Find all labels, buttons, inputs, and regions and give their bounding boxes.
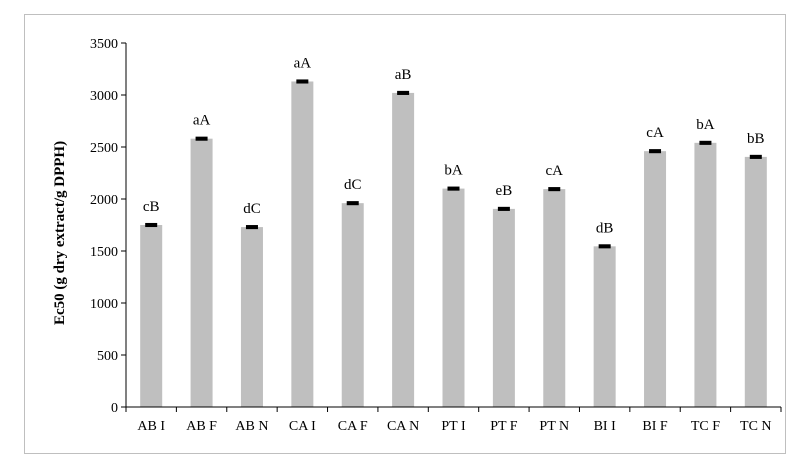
y-tick-label: 3000	[90, 89, 118, 104]
bar-chart: 0 500 1000 1500 2000 2500 3000 3500 cB aA dC aA dC a…	[52, 37, 782, 434]
bar	[291, 81, 314, 407]
bars: cB aA dC aA dC aB bA eB cA dB cA bA bB	[140, 55, 767, 408]
bar	[543, 189, 566, 407]
x-tick-label: CA N	[387, 419, 419, 434]
y-tick-label: 0	[111, 401, 118, 416]
data-label: cA	[646, 125, 664, 141]
bar	[644, 151, 667, 407]
y-axis-title: Ec50 (g dry extract/g DPPH)	[52, 141, 68, 325]
error-bar	[195, 136, 208, 141]
data-label: dC	[344, 177, 362, 193]
error-bar	[699, 140, 712, 145]
data-label: dB	[596, 220, 614, 236]
bar	[240, 227, 263, 407]
bar	[442, 188, 465, 407]
axes	[125, 43, 782, 412]
y-tick-label: 1500	[90, 245, 118, 260]
x-tick-label: TC F	[691, 419, 720, 434]
x-axis-labels: AB I AB F AB N CA I CA F CA N PT I PT F PT N BI I…	[137, 419, 771, 434]
error-bar	[497, 206, 510, 211]
data-label: eB	[496, 183, 513, 199]
data-label: bA	[444, 163, 463, 179]
data-label: aB	[395, 67, 412, 83]
bar	[140, 225, 163, 407]
bar	[694, 142, 717, 407]
error-bar	[145, 222, 158, 228]
error-bar	[245, 225, 258, 230]
error-bar	[397, 90, 410, 95]
y-tick-label: 1000	[90, 297, 118, 312]
data-label: bA	[696, 117, 715, 133]
x-tick-label: PT I	[441, 419, 466, 434]
bar	[341, 203, 364, 407]
bar	[392, 92, 415, 408]
error-bar	[548, 187, 561, 192]
error-bar	[346, 201, 359, 206]
error-bar	[447, 186, 460, 191]
error-bar	[598, 244, 611, 249]
x-tick-label: AB N	[235, 419, 268, 434]
x-tick-label: PT F	[490, 419, 518, 434]
error-bar	[749, 154, 762, 159]
y-tick-label: 2500	[90, 141, 118, 156]
x-tick-label: PT N	[539, 419, 569, 434]
x-tick-label: AB I	[137, 419, 165, 434]
data-label: aA	[294, 55, 312, 71]
error-bar	[296, 79, 309, 84]
y-tick-label: 2000	[90, 193, 118, 208]
data-label: aA	[193, 113, 211, 129]
y-tick-label: 500	[97, 349, 118, 364]
data-label: dC	[243, 201, 261, 217]
bar	[190, 138, 213, 407]
x-tick-label: CA I	[289, 419, 316, 434]
x-tick-label: AB F	[186, 419, 217, 434]
error-bar	[649, 149, 662, 154]
x-tick-label: TC N	[740, 419, 772, 434]
bar	[492, 208, 515, 407]
y-axis-ticks: 0 500 1000 1500 2000 2500 3000 3500	[90, 37, 126, 416]
y-tick-label: 3500	[90, 37, 118, 52]
bar	[593, 246, 616, 407]
data-label: cA	[546, 163, 564, 179]
x-tick-label: CA F	[338, 419, 368, 434]
bar	[744, 156, 767, 407]
chart-frame: 0 500 1000 1500 2000 2500 3000 3500 cB aA dC aA dC a…	[24, 14, 786, 454]
x-tick-label: BI I	[594, 419, 617, 434]
data-label: cB	[143, 199, 160, 215]
x-tick-label: BI F	[642, 419, 668, 434]
data-label: bB	[747, 131, 765, 147]
